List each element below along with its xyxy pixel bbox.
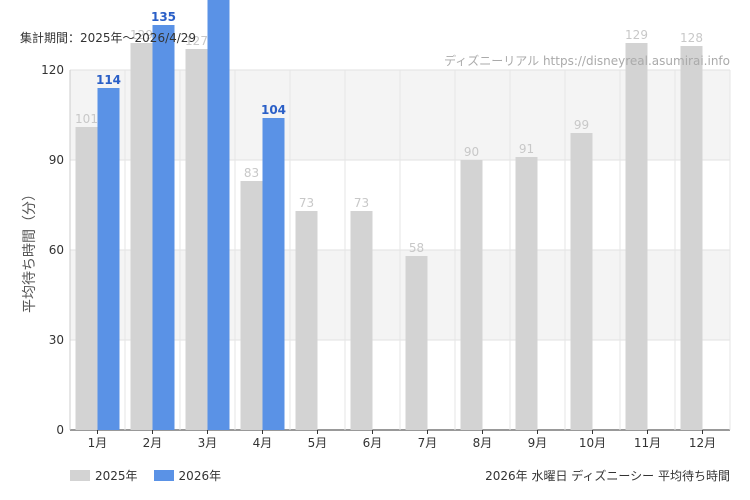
bar-2025[interactable] [130,43,153,430]
value-label-2025: 83 [244,166,259,180]
value-label-2025: 99 [574,118,589,132]
value-label-2026: 135 [151,10,176,24]
legend-swatch-2026 [153,470,174,481]
bar-2025[interactable] [295,211,318,430]
y-tick-label: 0 [56,423,64,437]
value-label-2026: 104 [261,103,286,117]
legend-label-2025: 2025年 [95,469,138,483]
value-label-2025: 58 [409,241,424,255]
y-tick-label: 60 [49,243,64,257]
bar-2025[interactable] [460,160,483,430]
watermark-text: ディズニーリアル https://disneyreal.asumirai.inf… [444,54,730,68]
bar-2026[interactable] [262,118,285,430]
bar-2025[interactable] [515,157,538,430]
value-label-2025: 73 [354,196,369,210]
bar-2026[interactable] [152,25,175,430]
legend-label-2026: 2026年 [178,469,222,483]
bar-2025[interactable] [570,133,593,430]
value-label-2025: 129 [625,28,648,42]
x-tick-label: 11月 [634,436,661,450]
x-tick-label: 6月 [363,436,383,450]
value-label-2025: 129 [130,28,153,42]
bar-2025[interactable] [350,211,373,430]
value-label-2025: 127 [185,34,208,48]
value-label-2025: 101 [75,112,98,126]
x-tick-label: 9月 [528,436,548,450]
bar-2025[interactable] [75,127,98,430]
x-tick-label: 1月 [88,436,108,450]
bar-2025[interactable] [185,49,208,430]
bar-2025[interactable] [625,43,648,430]
x-tick-label: 5月 [308,436,328,450]
y-tick-label: 30 [49,333,64,347]
x-tick-label: 10月 [579,436,606,450]
bars [75,0,703,430]
x-tick-label: 4月 [253,436,273,450]
legend-swatch-2025 [70,470,90,481]
y-tick-label: 120 [41,63,64,77]
bar-2025[interactable] [680,46,703,430]
bar-2026[interactable] [207,0,230,430]
y-tick-label: 90 [49,153,64,167]
legend-item-2026[interactable]: 2026年 [153,467,222,484]
bar-2026[interactable] [97,88,120,430]
value-label-2025: 73 [299,196,314,210]
x-tick-label: 2月 [143,436,163,450]
value-label-2025: 91 [519,142,534,156]
x-tick-label: 8月 [473,436,493,450]
bar-2025[interactable] [405,256,428,430]
period-label: 集計期間：2025年～2026/4/29 [20,31,197,45]
x-tick-label: 7月 [418,436,438,450]
legend: 2025年 2026年 [70,467,237,484]
x-tick-label: 3月 [198,436,218,450]
bar-2025[interactable] [240,181,263,430]
y-axis-label: 平均待ち時間（分） [22,187,38,313]
x-tick-label: 12月 [689,436,716,450]
chart-caption: 2026年 水曜日 ディズニーシー 平均待ち時間 [485,469,730,483]
legend-item-2025[interactable]: 2025年 [70,467,138,484]
axes: 0 30 60 90 120 1月 2月 3月 4月 5月 6月 7月 8月 9月 10月 11月 12月 [41,63,716,450]
value-label-2025: 90 [464,145,479,159]
value-labels: 101 114 129 135 127 83 104 73 73 58 90 91 99 129 128 [75,10,703,255]
value-label-2026: 114 [96,73,121,87]
value-label-2025: 128 [680,31,703,45]
